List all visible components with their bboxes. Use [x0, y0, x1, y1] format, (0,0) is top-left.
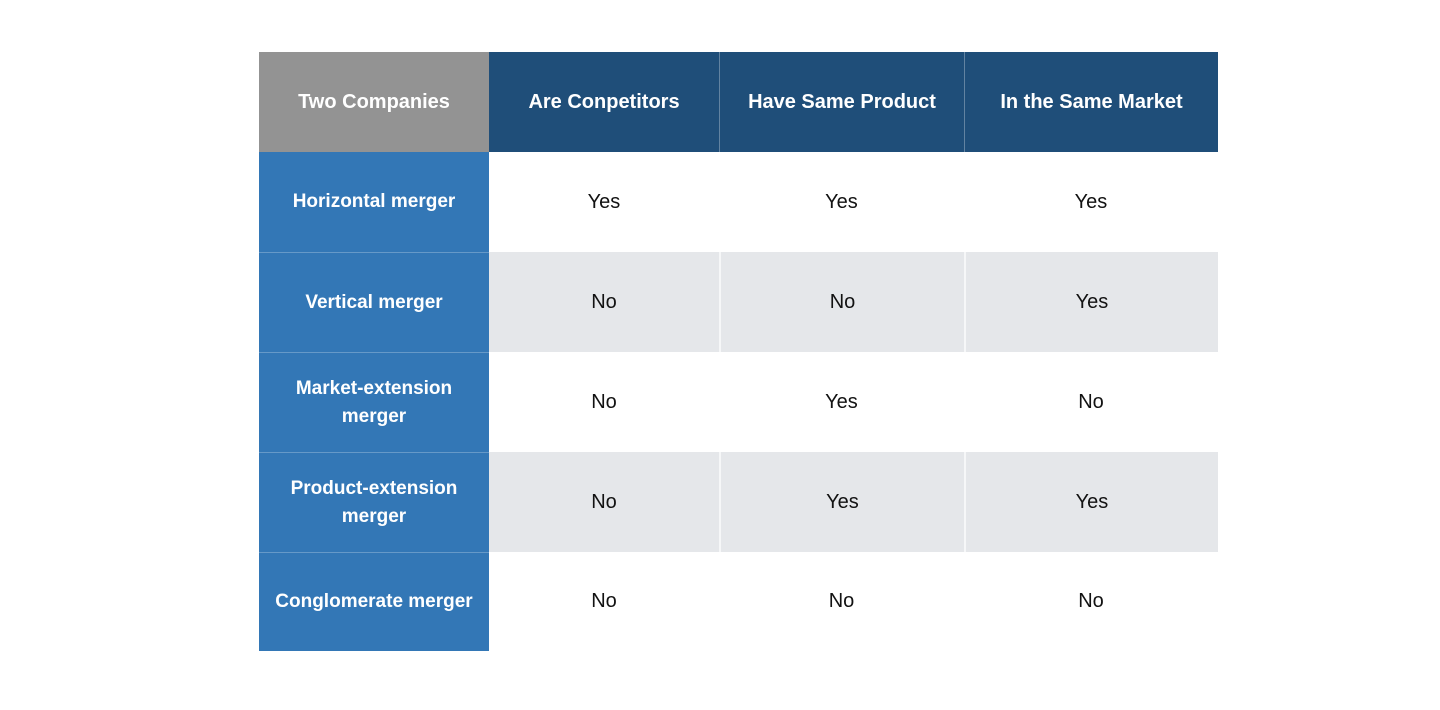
table-cell: No	[964, 552, 1218, 651]
table-cell: No	[489, 352, 719, 452]
corner-header-cell: Two Companies	[259, 52, 489, 152]
table-cell: Yes	[964, 452, 1218, 552]
table-cell: No	[964, 352, 1218, 452]
table-cell: Yes	[964, 152, 1218, 252]
table-cell: Yes	[719, 352, 964, 452]
merger-comparison-table: Two Companies Are Conpetitors Have Same …	[259, 52, 1218, 651]
table-cell: Yes	[719, 452, 964, 552]
row-label-product-extension-merger: Product-extension merger	[259, 452, 489, 552]
column-header-in-same-market: In the Same Market	[964, 52, 1218, 152]
table-cell: No	[719, 552, 964, 651]
table-row: Product-extension merger No Yes Yes	[259, 452, 1218, 552]
table-row: Conglomerate merger No No No	[259, 552, 1218, 651]
table-cell: Yes	[719, 152, 964, 252]
table-cell: Yes	[964, 252, 1218, 352]
table-header-row: Two Companies Are Conpetitors Have Same …	[259, 52, 1218, 152]
column-header-are-competitors: Are Conpetitors	[489, 52, 719, 152]
table-cell: No	[719, 252, 964, 352]
table-cell: No	[489, 452, 719, 552]
table-row: Horizontal merger Yes Yes Yes	[259, 152, 1218, 252]
table-cell: Yes	[489, 152, 719, 252]
table-row: Vertical merger No No Yes	[259, 252, 1218, 352]
table-row: Market-extension merger No Yes No	[259, 352, 1218, 452]
table-cell: No	[489, 552, 719, 651]
row-label-market-extension-merger: Market-extension merger	[259, 352, 489, 452]
table-cell: No	[489, 252, 719, 352]
column-header-have-same-product: Have Same Product	[719, 52, 964, 152]
row-label-vertical-merger: Vertical merger	[259, 252, 489, 352]
row-label-horizontal-merger: Horizontal merger	[259, 152, 489, 252]
row-label-conglomerate-merger: Conglomerate merger	[259, 552, 489, 651]
